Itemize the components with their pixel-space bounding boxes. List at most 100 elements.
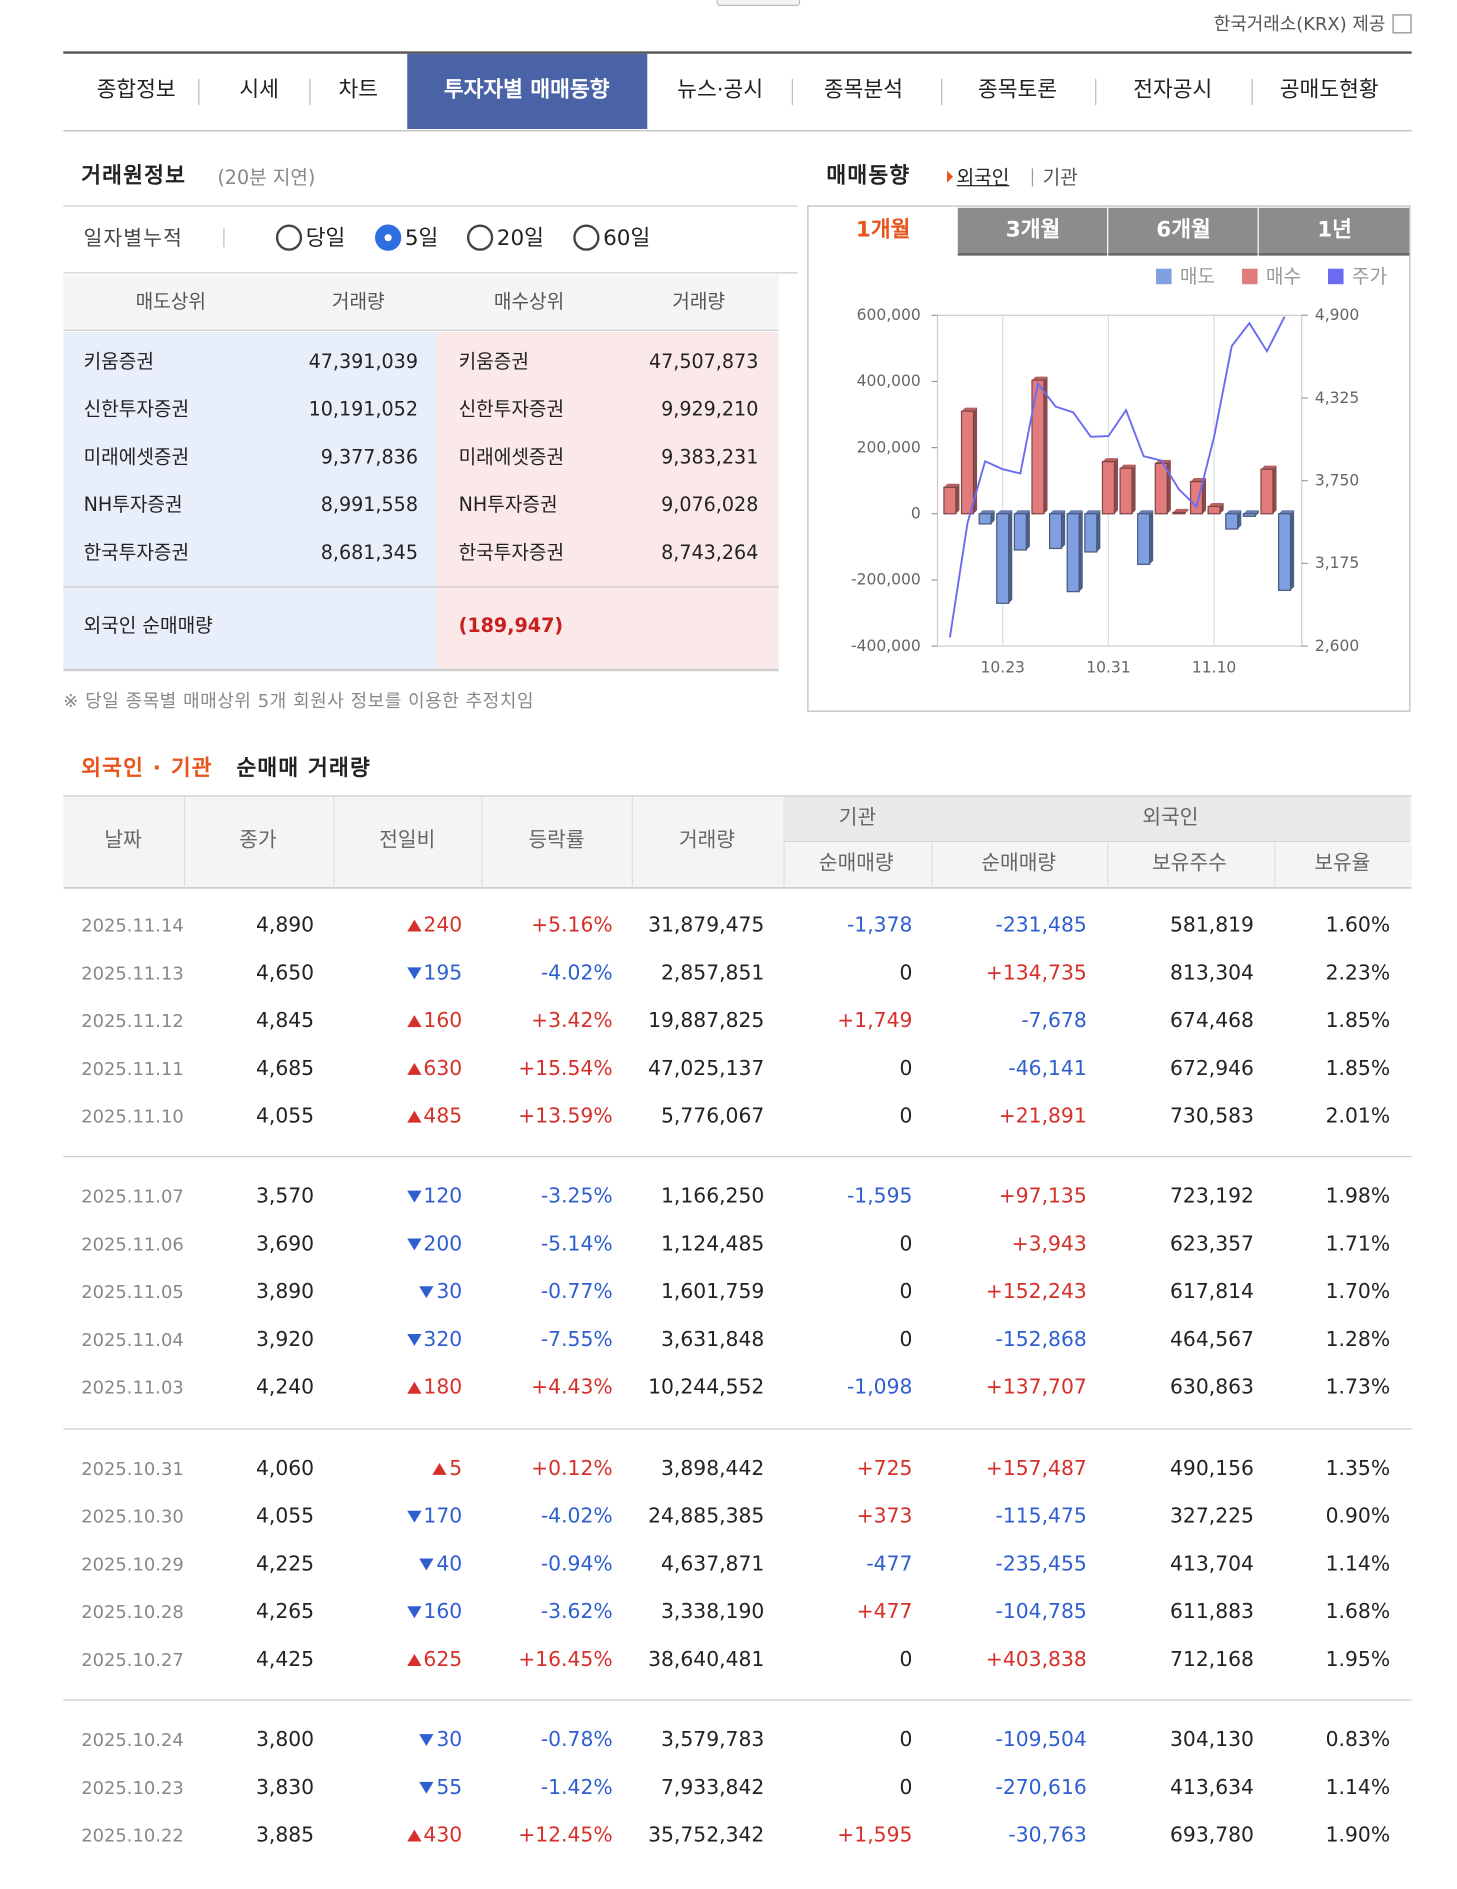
- bar-top: [943, 483, 960, 488]
- foreign-holdings: 730,583: [1170, 1104, 1254, 1129]
- institution-net: +1,749: [837, 1009, 913, 1034]
- foreign-net: -231,485: [995, 913, 1087, 938]
- foreign-net: +157,487: [985, 1456, 1087, 1481]
- tab[interactable]: 시세: [239, 77, 279, 103]
- change-rate: +5.16%: [531, 913, 613, 938]
- foreign-ratio: 1.90%: [1325, 1823, 1391, 1848]
- change: 485: [423, 1104, 463, 1129]
- change-rate: +16.45%: [518, 1648, 613, 1672]
- period-tab[interactable]: [1108, 207, 1258, 256]
- tab[interactable]: 뉴스·공시: [677, 77, 764, 103]
- radio[interactable]: [466, 224, 494, 251]
- column-header: 거래량: [672, 290, 726, 313]
- y-tick-label: 200,000: [857, 438, 921, 456]
- x-tick-label: 10.23: [981, 658, 1025, 676]
- bar-side: [1272, 465, 1277, 514]
- foreign-net: -104,785: [995, 1600, 1087, 1625]
- bar-face: [1260, 468, 1274, 515]
- trend-link[interactable]: 외국인: [956, 166, 1010, 189]
- volume: 10,244,552: [648, 1375, 765, 1400]
- change-rate: +15.54%: [518, 1056, 613, 1081]
- radio[interactable]: [573, 224, 600, 251]
- foreign-holdings: 464,567: [1170, 1328, 1254, 1352]
- trend-link[interactable]: 기관: [1042, 166, 1078, 189]
- change-arrow: [432, 1462, 447, 1475]
- change: 40: [436, 1552, 463, 1577]
- institution-net: 0: [899, 1648, 913, 1672]
- volume: 3,898,442: [660, 1456, 765, 1481]
- head-divider: [631, 796, 633, 887]
- tab[interactable]: 종목분석: [823, 77, 904, 103]
- column-header: 종가: [239, 828, 277, 853]
- column-header: 순매매량: [818, 851, 894, 876]
- close: 3,830: [255, 1775, 315, 1800]
- legend-label: 매도: [1180, 265, 1215, 288]
- tab-separator: [1095, 78, 1097, 106]
- period-label[interactable]: 1년: [1317, 217, 1352, 243]
- date: 2025.11.07: [81, 1185, 184, 1208]
- date: 2025.11.03: [81, 1376, 184, 1399]
- foreign-net: -115,475: [995, 1504, 1087, 1529]
- head-divider: [333, 796, 335, 887]
- tab[interactable]: 공매도현황: [1279, 77, 1379, 103]
- tab-active-bg: [407, 53, 648, 129]
- date: 2025.10.28: [81, 1601, 184, 1623]
- change-arrow: [419, 1734, 434, 1747]
- radio[interactable]: [275, 224, 303, 251]
- bar-face: [1101, 461, 1115, 515]
- table-head-bg: [63, 274, 779, 331]
- change: 200: [423, 1232, 463, 1257]
- tab[interactable]: 전자공시: [1133, 77, 1213, 103]
- institution-net: -477: [866, 1552, 913, 1577]
- foreign-ratio: 1.73%: [1325, 1375, 1391, 1400]
- period-label[interactable]: 1개월: [855, 217, 911, 243]
- tab[interactable]: 종합정보: [96, 77, 176, 103]
- rule: [63, 668, 779, 672]
- tab[interactable]: 종목토론: [977, 77, 1058, 103]
- bar-side: [1255, 510, 1259, 517]
- date: 2025.11.06: [81, 1233, 184, 1256]
- column-header: 등락률: [528, 828, 585, 853]
- seller: NH투자증권: [83, 493, 183, 516]
- radio-label[interactable]: 5일: [404, 225, 439, 251]
- bar: [1154, 459, 1171, 515]
- date: 2025.10.29: [81, 1553, 184, 1576]
- column-header: 매수상위: [493, 290, 565, 313]
- bar-side: [1202, 478, 1207, 514]
- foreign-ratio: 1.85%: [1325, 1056, 1391, 1081]
- radio-label[interactable]: 당일: [305, 225, 346, 251]
- volume: 7,933,842: [660, 1775, 765, 1800]
- column-header: 보유주수: [1152, 851, 1227, 876]
- sell-volume: 47,391,039: [308, 349, 418, 373]
- y-tick-label: -200,000: [851, 571, 921, 589]
- period-label[interactable]: 3개월: [1005, 217, 1061, 243]
- filter-label: 일자별누적: [83, 226, 183, 251]
- volume: 1,166,250: [660, 1184, 765, 1209]
- bar-top: [1172, 508, 1189, 513]
- volume: 3,338,190: [660, 1600, 765, 1625]
- change: 5: [449, 1456, 463, 1481]
- change: 120: [423, 1184, 463, 1209]
- bar-top: [1260, 465, 1277, 470]
- radio-label[interactable]: 60일: [603, 225, 651, 251]
- radio-label[interactable]: 20일: [496, 225, 544, 251]
- y-tick-label: 600,000: [857, 306, 921, 324]
- bar-side: [1114, 458, 1118, 514]
- period-tab[interactable]: [1258, 207, 1410, 256]
- institution-net: 0: [899, 961, 913, 986]
- tab[interactable]: 차트: [338, 77, 379, 103]
- foreign-net: +3,943: [1011, 1232, 1087, 1257]
- institution-net: 0: [899, 1104, 913, 1129]
- period-tab[interactable]: [808, 207, 957, 254]
- foreign-net: -152,868: [995, 1328, 1087, 1352]
- bar-face: [960, 410, 975, 515]
- date: 2025.11.11: [81, 1058, 184, 1080]
- tab[interactable]: 투자자별 매매동향: [443, 77, 610, 103]
- bar-face: [1278, 513, 1292, 591]
- bar-top: [1014, 510, 1030, 514]
- period-label[interactable]: 6개월: [1156, 217, 1211, 243]
- period-tab[interactable]: [957, 207, 1108, 256]
- close: 4,650: [255, 961, 315, 986]
- change-arrow: [406, 1238, 422, 1251]
